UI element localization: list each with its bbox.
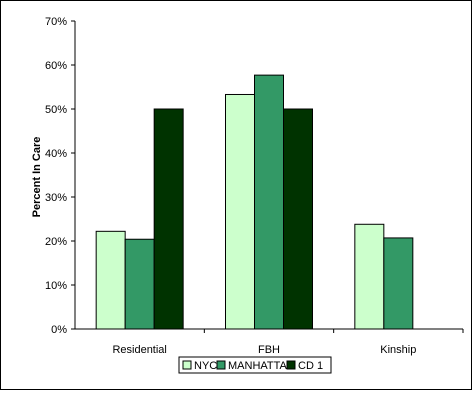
y-tick-label: 20%	[45, 236, 67, 248]
bar-manhattan	[254, 74, 284, 330]
legend-swatch	[286, 360, 296, 370]
labels: 0% 10% 20% 30% 40% 50% 60% 70% Percent In Care Re…	[31, 16, 416, 356]
legend-entry: MANHATTAN	[228, 360, 295, 372]
legend-swatch	[182, 360, 192, 370]
y-tick-label: 70%	[45, 16, 67, 28]
y-tick-label: 30%	[45, 192, 67, 204]
legend-entry: CD 1	[298, 360, 323, 372]
bar-nyc	[354, 223, 385, 330]
bar-manhattan	[383, 237, 414, 330]
y-tick-label: 10%	[45, 280, 67, 292]
y-axis-title: Percent In Care	[31, 137, 43, 218]
legend: NYC MANHATTAN CD 1	[178, 356, 332, 374]
bar-manhattan	[124, 238, 155, 330]
bars	[95, 74, 414, 330]
x-tick-label: Residential	[112, 344, 166, 356]
x-tick-label: Kinship	[380, 344, 416, 356]
y-tick-label: 0%	[51, 324, 67, 336]
y-tick-label: 60%	[45, 60, 67, 72]
legend-entry: NYC	[194, 360, 217, 372]
bar-nyc	[95, 230, 126, 330]
legend-swatch	[216, 360, 226, 370]
y-tick-label: 40%	[45, 148, 67, 160]
bar-cd-1	[283, 108, 313, 330]
y-tick-label: 50%	[45, 104, 67, 116]
bar-nyc	[225, 93, 255, 330]
bar-cd-1	[153, 108, 184, 330]
x-tick-label: FBH	[258, 344, 280, 356]
